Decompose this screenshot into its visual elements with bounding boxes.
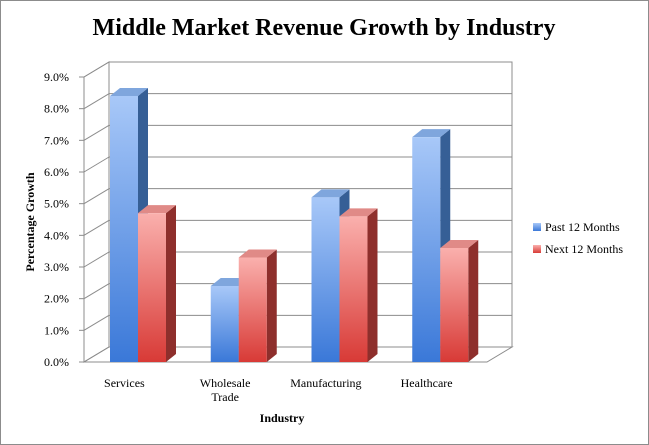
chart-title: Middle Market Revenue Growth by Industry: [93, 15, 556, 41]
x-tick-label: Manufacturing: [290, 376, 361, 390]
y-tick-label: 2.0%: [44, 292, 69, 306]
legend-label-next: Next 12 Months: [545, 242, 623, 256]
bar-front-face: [339, 216, 368, 362]
y-tick-label: 3.0%: [44, 260, 69, 274]
x-tick-label: Services: [104, 376, 145, 390]
side-wall: [83, 61, 110, 363]
y-axis-ticks: 0.0% 1.0% 2.0% 3.0% 4.0% 5.0% 6.0% 7.0% 8.0% 9.0%: [44, 70, 69, 369]
x-tick-label: Healthcare: [401, 376, 453, 390]
bar-top-face: [440, 240, 479, 248]
bar-front-face: [412, 137, 441, 362]
bar-next-3: [440, 240, 479, 362]
bar-next-2: [339, 208, 378, 362]
bar-side-face: [266, 249, 277, 362]
bar-side-face: [166, 205, 176, 362]
gridline-side: [83, 346, 110, 363]
x-axis-title: Industry: [260, 411, 305, 425]
gridline-side: [83, 251, 110, 268]
bar-top-face: [412, 129, 451, 138]
legend: Past 12 Months Next 12 Months: [533, 220, 623, 256]
bar-top-face: [138, 205, 176, 214]
gridline-side: [83, 219, 110, 236]
legend-label-past: Past 12 Months: [545, 220, 620, 234]
bar-front-face: [311, 197, 340, 362]
gridline-side: [83, 156, 110, 173]
bar-front-face: [238, 257, 267, 362]
bar-next-1: [238, 249, 277, 362]
bar-front-face: [110, 96, 138, 362]
gridline-side: [83, 283, 110, 300]
bar-top-face: [339, 208, 378, 217]
legend-swatch-past: [533, 223, 541, 231]
gridline-side: [83, 124, 110, 141]
bar-top-face: [311, 189, 350, 198]
y-tick-label: 4.0%: [44, 228, 69, 242]
y-tick-label: 7.0%: [44, 133, 69, 147]
y-tick-label: 6.0%: [44, 165, 69, 179]
x-tick-label: Trade: [211, 390, 239, 404]
y-axis-title: Percentage Growth: [23, 172, 37, 272]
x-tick-label: Wholesale: [200, 376, 251, 390]
gridline-side: [83, 61, 110, 78]
bar-top-face: [238, 249, 277, 258]
y-tick-label: 5.0%: [44, 197, 69, 211]
gridline-side: [83, 188, 110, 205]
bar-next-0: [138, 205, 176, 362]
bars: [110, 88, 479, 362]
bar-front-face: [440, 248, 469, 362]
y-tick-label: 9.0%: [44, 70, 69, 84]
legend-swatch-next: [533, 245, 541, 253]
y-tick-label: 0.0%: [44, 355, 69, 369]
bar-side-face: [468, 240, 479, 362]
bar-top-face: [110, 88, 148, 96]
y-tick-label: 1.0%: [44, 323, 69, 337]
gridline-side: [83, 314, 110, 331]
bar-side-face: [367, 208, 378, 362]
bar-front-face: [138, 213, 166, 362]
y-tick-label: 8.0%: [44, 102, 69, 116]
bar-front-face: [210, 286, 239, 362]
gridline-side: [83, 93, 110, 110]
